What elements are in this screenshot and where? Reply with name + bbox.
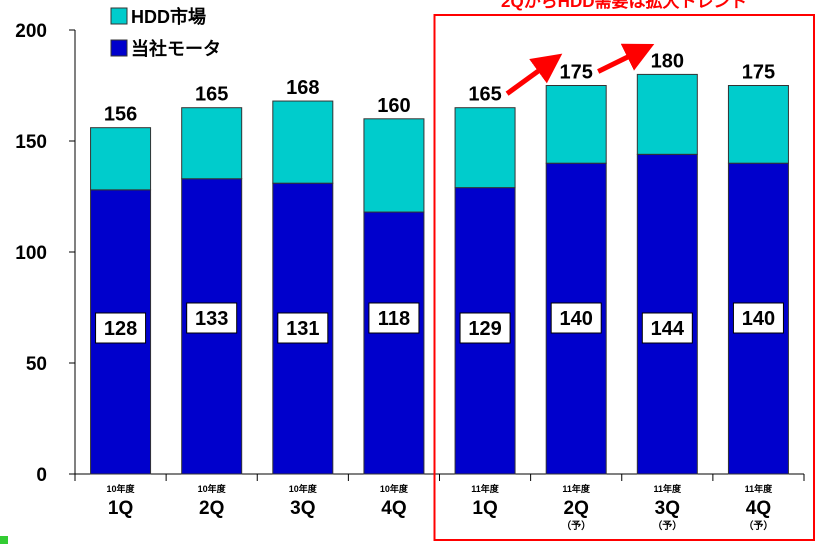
- category-forecast-note: （予）: [743, 519, 773, 532]
- bar-hdd-market: [545, 85, 607, 164]
- trend-arrow-icon: [597, 43, 655, 74]
- total-value-label: 165: [195, 84, 228, 106]
- category-year-label: 11年度: [562, 483, 591, 494]
- y-tick-label: 0: [36, 465, 47, 486]
- labels: 128 156 10年度 1Q 133 165 10年度 2Q 131 168 10年度 3Q 118 1…: [95, 50, 784, 532]
- category-quarter-label: 3Q: [290, 498, 315, 519]
- motor-value-box: [368, 302, 420, 334]
- corner-marker: [0, 536, 8, 544]
- bars: [90, 73, 789, 475]
- total-value-label: 165: [468, 84, 501, 106]
- trend-arrow-icon: [505, 53, 563, 96]
- category-quarter-label: 2Q: [199, 498, 224, 519]
- category-year-label: 11年度: [471, 483, 500, 494]
- legend-swatch: [110, 7, 128, 25]
- category-year-label: 11年度: [745, 483, 774, 494]
- bar-hdd-market: [181, 107, 243, 180]
- forecast-heading: 2QからHDD需要は拡大トレンド: [501, 0, 748, 11]
- category-year-label: 10年度: [198, 483, 227, 494]
- trend-arrows: [505, 43, 655, 96]
- bar-hdd-market: [363, 118, 425, 213]
- bar-hdd-market: [454, 107, 516, 189]
- bar-hdd-market: [636, 73, 698, 155]
- total-value-label: 175: [560, 62, 593, 84]
- motor-value-label: 131: [286, 318, 319, 340]
- motor-value-label: 133: [195, 308, 228, 330]
- motor-value-label: 144: [651, 318, 685, 340]
- motor-value-box: [732, 302, 784, 334]
- total-value-label: 160: [377, 95, 410, 117]
- motor-value-box: [459, 312, 511, 344]
- total-value-label: 180: [651, 50, 684, 72]
- y-tick-label: 50: [26, 354, 47, 375]
- category-quarter-label: 3Q: [655, 498, 680, 519]
- y-tick-label: 100: [15, 243, 47, 264]
- category-quarter-label: 1Q: [472, 498, 497, 519]
- category-forecast-note: （予）: [652, 519, 682, 532]
- total-value-label: 175: [742, 62, 775, 84]
- category-year-label: 10年度: [289, 483, 318, 494]
- motor-value-box: [95, 312, 147, 344]
- category-year-label: 10年度: [380, 483, 409, 494]
- motor-value-label: 128: [104, 318, 137, 340]
- motor-value-label: 140: [742, 308, 775, 330]
- y-tick-label: 200: [15, 21, 47, 42]
- forecast-highlight-box: [433, 14, 815, 541]
- category-quarter-label: 4Q: [381, 498, 406, 519]
- motor-value-box: [641, 312, 693, 344]
- bar-hdd-market: [272, 100, 334, 184]
- motor-value-box: [277, 312, 329, 344]
- motor-value-box: [186, 302, 238, 334]
- category-year-label: 10年度: [107, 483, 136, 494]
- bar-hdd-market: [727, 85, 789, 164]
- motor-value-label: 140: [560, 308, 593, 330]
- category-quarter-label: 2Q: [564, 498, 589, 519]
- category-quarter-label: 1Q: [108, 498, 133, 519]
- category-year-label: 11年度: [654, 483, 683, 494]
- motor-value-label: 118: [378, 308, 410, 330]
- motor-value-label: 129: [468, 318, 501, 340]
- bar-motor: [363, 211, 425, 475]
- category-quarter-label: 4Q: [746, 498, 771, 519]
- legend-label: HDD市場: [131, 6, 206, 27]
- motor-value-box: [550, 302, 602, 334]
- total-value-label: 168: [286, 77, 319, 99]
- category-forecast-note: （予）: [561, 519, 591, 532]
- bar-hdd-market: [90, 127, 152, 191]
- total-value-label: 156: [104, 104, 137, 126]
- forecast-highlight: 2QからHDD需要は拡大トレンド: [433, 0, 815, 541]
- legend-swatch: [110, 39, 128, 57]
- legend-label: 当社モータ: [131, 38, 221, 59]
- y-tick-label: 150: [15, 132, 47, 153]
